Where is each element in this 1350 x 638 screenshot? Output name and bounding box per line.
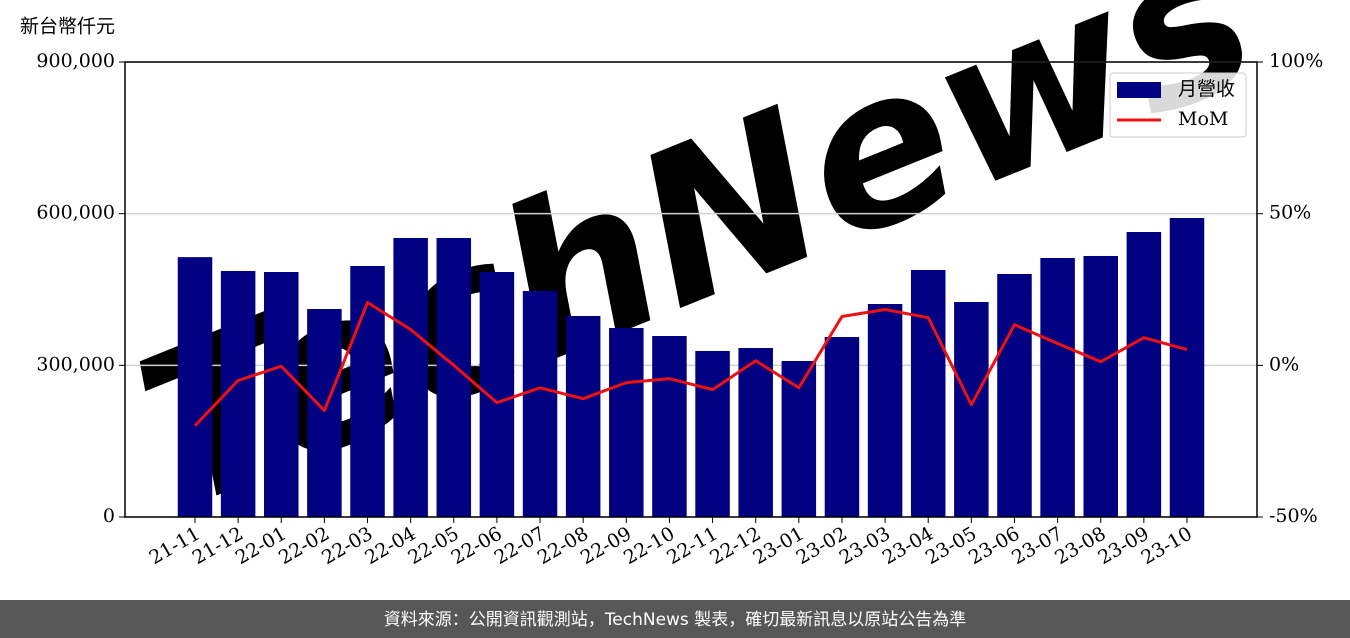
legend-swatch — [1117, 82, 1161, 98]
footer-bar — [0, 600, 1350, 638]
line — [193, 301, 1188, 427]
footer-text: 資料來源：公開資訊觀測站，TechNews 製表，確切最新訊息以原站公告為準 — [384, 610, 966, 630]
bar — [1126, 232, 1162, 518]
bar — [910, 269, 946, 517]
y-tick-label: 600,000 — [36, 202, 115, 224]
bar — [350, 265, 385, 517]
x-tick-label: 23-10 — [1138, 523, 1196, 569]
bar — [436, 237, 472, 517]
y-tick-label: 0 — [103, 505, 115, 527]
bar — [695, 350, 730, 517]
bar — [781, 360, 817, 517]
plot — [125, 61, 1257, 518]
legend-label: 月營收 — [1178, 78, 1235, 100]
bar — [1169, 218, 1205, 517]
bar — [609, 328, 644, 517]
bar — [393, 237, 428, 517]
bar — [738, 347, 773, 517]
y-tick-label: 300,000 — [36, 353, 115, 375]
bar — [824, 337, 860, 517]
legend-label: MoM — [1178, 108, 1228, 130]
y2-tick-label: 0% — [1269, 353, 1299, 375]
bar — [177, 257, 213, 517]
bar — [652, 336, 687, 517]
y-tick-label: 900,000 — [36, 50, 115, 72]
bar — [867, 304, 903, 517]
y2-tick-label: 50% — [1269, 202, 1311, 224]
bar — [522, 291, 558, 517]
y2-tick-label: -50% — [1269, 505, 1318, 527]
bar — [307, 309, 342, 517]
y-axis-title: 新台幣仟元 — [20, 16, 115, 38]
bar — [264, 272, 299, 517]
plot-frame — [124, 61, 1258, 518]
bar — [479, 272, 515, 517]
bar — [1083, 255, 1118, 517]
bar — [997, 273, 1032, 517]
bar — [954, 301, 989, 517]
bar — [565, 315, 601, 517]
y2-tick-label: 100% — [1269, 50, 1323, 72]
bar — [1040, 258, 1075, 517]
